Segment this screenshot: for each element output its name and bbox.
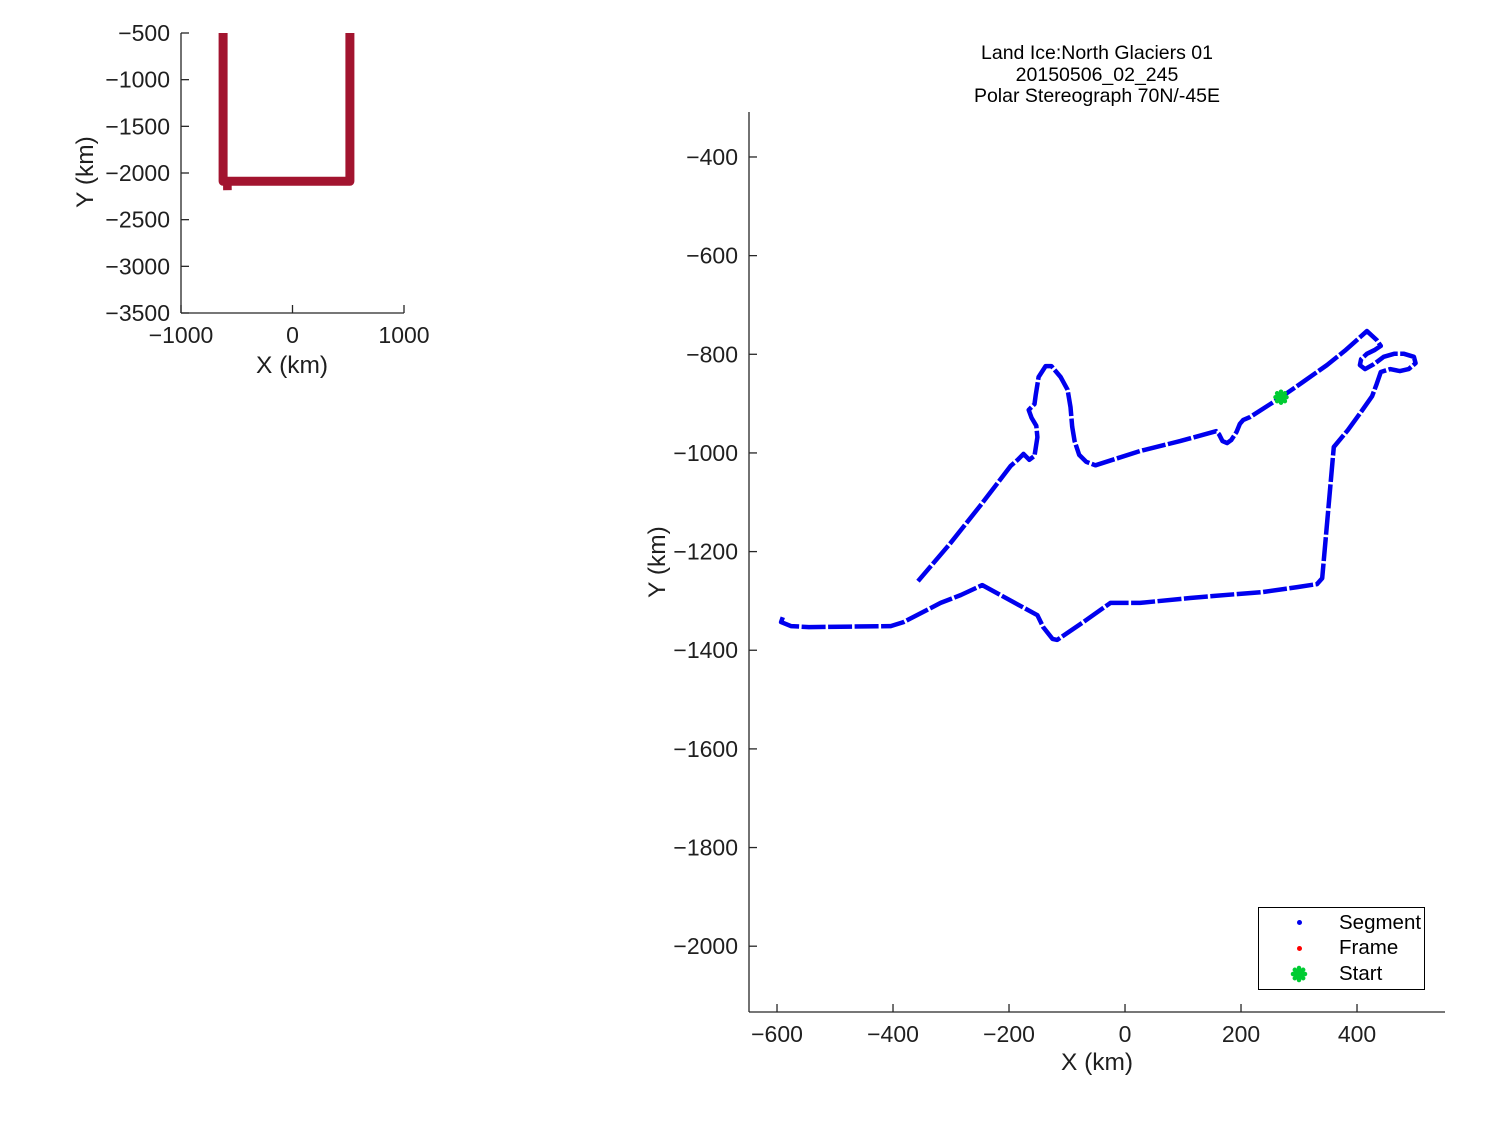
legend: Segment Frame Start (1258, 907, 1425, 990)
x-tick-label: 0 (1119, 1021, 1132, 1047)
coverage-swath (218, 33, 355, 186)
segment-dot-icon (1259, 920, 1339, 926)
x-tick-label: −400 (867, 1021, 919, 1047)
legend-row-frame: Frame (1259, 936, 1424, 961)
x-tick-label: −600 (751, 1021, 803, 1047)
y-tick-label: −2000 (105, 160, 170, 186)
frame-dot-icon (1259, 945, 1339, 951)
x-tick-label: 1000 (378, 322, 429, 348)
trajectory-x-axis-label: X (km) (1060, 1049, 1134, 1076)
y-tick-label: −3500 (105, 300, 170, 326)
legend-dot (1296, 945, 1302, 951)
y-tick-label: −500 (118, 20, 170, 46)
overview-plot: −1000 0 1000 −500 −1000 −1500 −2000 −2500 −3000 −… (105, 20, 429, 348)
legend-label-frame: Frame (1339, 936, 1399, 960)
y-tick-label: −1400 (673, 637, 738, 663)
y-tick-label: −1200 (673, 539, 738, 565)
burst-spoke (1292, 967, 1306, 981)
y-tick-label: −1000 (105, 67, 170, 93)
x-tick-label: −1000 (149, 322, 214, 348)
legend-burst-icon (1290, 965, 1308, 983)
legend-burst-svg (1290, 965, 1308, 983)
figure-title-line-1: Land Ice:North Glaciers 01 (981, 42, 1213, 64)
figure-title-line-2: 20150506_02_245 (1015, 63, 1179, 86)
y-tick-label: −2500 (105, 207, 170, 233)
overview-y-axis-label: Y (km) (72, 136, 99, 208)
y-tick-label: −1000 (673, 440, 738, 466)
burst-spoke (1274, 391, 1288, 404)
y-tick-label: −1600 (673, 736, 738, 762)
y-tick-label: −600 (686, 243, 738, 269)
x-tick-label: −200 (983, 1021, 1035, 1047)
x-tick-label: 400 (1338, 1021, 1376, 1047)
start-marker-icon (1273, 389, 1289, 405)
figure-title: Land Ice:North Glaciers 01 20150506_02_2… (749, 42, 1445, 108)
segment-track (778, 328, 1418, 643)
legend-dot (1296, 920, 1302, 926)
y-tick-label: −2000 (673, 933, 738, 959)
x-tick-label: 200 (1222, 1021, 1260, 1047)
y-tick-label: −1800 (673, 835, 738, 861)
legend-label-segment: Segment (1339, 910, 1422, 934)
y-tick-label: −3000 (105, 253, 170, 279)
legend-row-segment: Segment (1259, 910, 1424, 935)
overview-x-axis-label: X (km) (255, 352, 329, 379)
trajectory-y-axis-label: Y (km) (644, 526, 671, 598)
legend-label-start: Start (1339, 962, 1383, 986)
legend-row-start: Start (1259, 962, 1424, 987)
trajectory-plot: −600 −400 −200 0 200 400−400−600−800−1000−120… (673, 112, 1445, 1047)
start-burst-icon (1259, 963, 1339, 985)
figure-title-line-3: Polar Stereograph 70N/-45E (973, 85, 1221, 108)
x-tick-label: 0 (286, 322, 299, 348)
y-tick-label: −400 (686, 144, 738, 170)
y-tick-label: −800 (686, 341, 738, 367)
y-tick-label: −1500 (105, 113, 170, 139)
